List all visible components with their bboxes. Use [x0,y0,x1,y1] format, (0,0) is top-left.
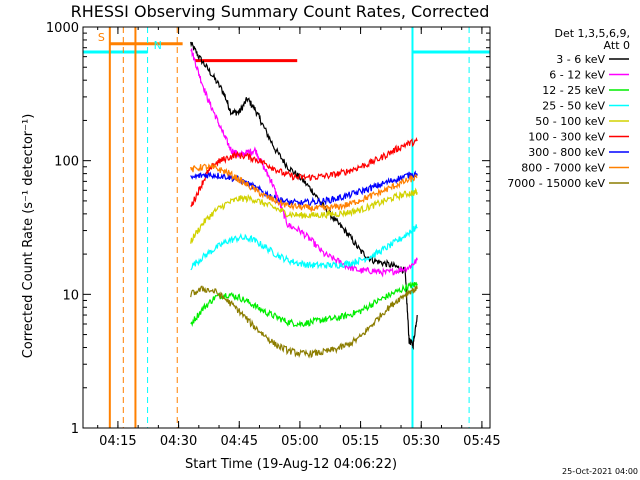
y-tick-label: 10 [62,288,79,303]
legend-label: 50 - 100 keV [535,115,605,128]
series-line [190,162,418,212]
x-axis-label: Start Time (19-Aug-12 04:06:22) [185,457,397,472]
series-line [190,170,418,207]
legend-label: 3 - 6 keV [556,53,605,66]
annotation-label: S [98,31,105,44]
footer-timestamp: 25-Oct-2021 04:00 [562,467,638,476]
legend-label: 25 - 50 keV [542,100,605,113]
x-tick-label: 04:15 [99,434,136,449]
annotation-label: N [154,39,162,52]
x-tick-label: 05:15 [342,434,379,449]
series-line [190,48,418,278]
series-line [190,136,418,208]
legend-label: 7000 - 15000 keV [507,177,605,190]
legend-label: 800 - 7000 keV [521,162,605,175]
legend-header: Att 0 [604,39,630,52]
y-tick-label: 1000 [46,21,79,36]
legend-label: 6 - 12 keV [549,69,605,82]
x-tick-label: 05:45 [463,434,500,449]
y-tick-label: 1 [71,422,79,437]
series-line [190,285,418,359]
plot-area: S N 04:15 04:30 04:45 05:00 05:15 05:30 05:45 1 10… [46,21,630,449]
legend-label: 12 - 25 keV [542,84,605,97]
x-tick-label: 05:30 [403,434,440,449]
series-line [190,187,418,244]
y-axis-label: Corrected Count Rate (s⁻¹ detector⁻¹) [21,114,36,359]
series-line [190,281,418,328]
x-tick-label: 05:00 [281,434,318,449]
legend-header: Det 1,3,5,6,9, [554,27,630,40]
legend-label: 100 - 300 keV [528,131,605,144]
series-line [190,224,418,271]
series-line [190,41,418,350]
legend: Det 1,3,5,6,9,Att 03 - 6 keV 6 - 12 keV 12… [507,27,630,190]
x-tick-label: 04:45 [221,434,258,449]
axes: 04:15 04:30 04:45 05:00 05:15 05:30 05:45 1 10 10… [46,21,501,449]
y-tick-label: 100 [54,155,79,170]
legend-label: 300 - 800 keV [528,146,605,159]
chart-title: RHESSI Observing Summary Count Rates, Co… [71,2,490,21]
plot-frame [82,26,491,429]
x-tick-label: 04:30 [160,434,197,449]
